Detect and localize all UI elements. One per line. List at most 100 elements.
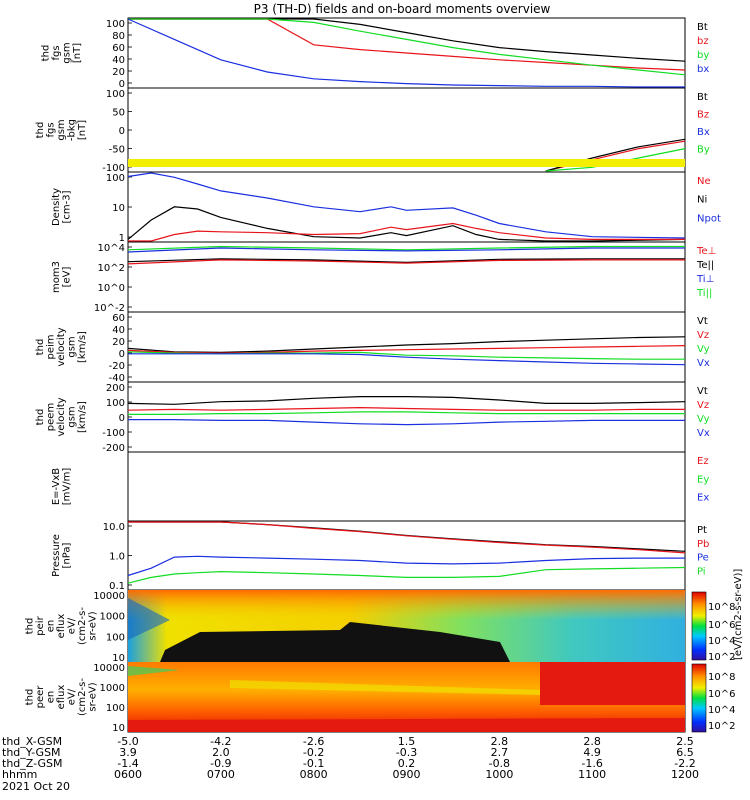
xtick-label: -0.1 [303, 757, 324, 770]
colorbar-1-scale [691, 591, 707, 661]
series-line [128, 419, 685, 426]
ylabel-line: [mV/m] [61, 468, 72, 506]
ylabel-line: thd [25, 618, 36, 635]
xtick-label: -1.6 [581, 757, 602, 770]
xtick-label: 1200 [671, 768, 699, 781]
legend-label: Ex [697, 493, 709, 504]
legend-label: Pt [697, 525, 707, 536]
legend-label: Ez [697, 456, 709, 467]
ytick-label: 1 [119, 233, 125, 244]
flag-band [128, 159, 685, 167]
xtick-label: 0.2 [398, 757, 416, 770]
xtick-label: 0900 [393, 768, 421, 781]
ytick-label: 10000 [93, 663, 125, 674]
ylabel-line: gsm [61, 42, 72, 63]
ylabel-line: sr-eV) [88, 682, 99, 711]
ytick-label: 50 [112, 108, 125, 119]
ylabel-line: [eV] [61, 267, 72, 288]
legend-label: Ni [697, 195, 707, 206]
legend-label: Vy [697, 414, 710, 425]
ylabel-line: -bkg [67, 119, 78, 141]
xtick-label: -0.8 [489, 757, 510, 770]
ylabel-line: peir [35, 615, 46, 635]
colorbar-2-tick: 10^6 [708, 689, 735, 700]
ylabel-line: [nT] [72, 43, 83, 63]
ylabel-line: eV/ [67, 617, 78, 634]
series-line [128, 353, 686, 366]
ylabel-line: mom3 [51, 261, 62, 293]
ytick-label: -40 [109, 373, 125, 384]
legend-label: Bz [697, 110, 709, 121]
ylabel-line: thd [25, 689, 36, 706]
series-line [128, 521, 686, 552]
peir-spectrogram [128, 590, 685, 662]
ytick-label: 10^-2 [94, 303, 125, 314]
ylabel-line: peem [46, 403, 57, 431]
ytick-label: 100 [106, 703, 125, 714]
axis-row-label: thd_Y-GSM [2, 746, 61, 759]
ytick-label: 40 [112, 55, 125, 66]
ytick-label: 100 [106, 89, 125, 100]
ytick-label: 20 [112, 337, 125, 348]
panel-frame [127, 241, 686, 313]
xtick-label: 1.5 [398, 735, 416, 748]
ytick-label: 10^0 [98, 283, 125, 294]
colorbar-2-tick: 10^8 [708, 672, 735, 683]
xtick-label: 2.0 [212, 746, 230, 759]
ylabel-line: eflux [56, 685, 67, 710]
ytick-label: -100 [102, 428, 125, 439]
ytick-label: 0 [119, 126, 125, 137]
colorbar-2-scale [691, 663, 707, 733]
xtick-label: 1100 [578, 768, 606, 781]
time-axis: thd_X-GSM thd_Y-GSM thd_Z-GSM hhmm 2021 … [2, 735, 70, 793]
ytick-label: 1.0 [109, 552, 125, 563]
legend-label: Vx [697, 358, 710, 369]
ytick-label: 10^4 [98, 243, 125, 254]
colorbar-2: 10^8 10^6 10^4 10^2 [691, 663, 735, 733]
xtick-label: 2.8 [583, 735, 601, 748]
ylabel-line: peer [35, 685, 46, 709]
ylabel-line: sr-eV) [88, 611, 99, 640]
xtick-label: 0700 [207, 768, 235, 781]
legend-label: Ti|| [696, 288, 712, 299]
series-line [128, 222, 685, 242]
series-line [127, 206, 686, 242]
xtick-label: -1.4 [117, 757, 138, 770]
axis-row-label: thd_X-GSM [2, 735, 62, 748]
ytick-label: 60 [112, 43, 125, 54]
legend-label: Ne [697, 176, 711, 187]
xtick-label: -4.2 [210, 735, 231, 748]
xtick-label: -5.0 [117, 735, 138, 748]
xtick-label: 4.9 [583, 746, 601, 759]
xtick-label: 2.8 [491, 735, 509, 748]
panel-frame [127, 520, 686, 591]
panel-frame [127, 381, 686, 453]
legend-label: Ey [697, 474, 709, 485]
peir-spectrogram-dark-band [160, 622, 510, 662]
date-label: 2021 Oct 20 [2, 780, 70, 793]
legend-label: Npot [697, 213, 721, 224]
ylabel-line: E=-VxB [51, 468, 62, 505]
peer-spectrogram [128, 662, 685, 732]
ytick-label: -200 [102, 443, 125, 454]
series-line [127, 336, 686, 354]
series-line [127, 258, 685, 264]
xtick-label: -0.3 [396, 746, 417, 759]
ylabel-line: [cm-3] [61, 190, 72, 223]
series-line [127, 396, 686, 405]
ylabel-line: Density [51, 188, 62, 226]
legend-label: By [697, 145, 710, 156]
legend-label: Te|| [696, 260, 714, 271]
peir-spectrogram-top [128, 590, 685, 620]
ytick-label: -100 [102, 163, 125, 174]
ytick-label: 10.0 [103, 522, 125, 533]
xtick-label: -2.2 [674, 757, 695, 770]
figure-title: P3 (TH-D) fields and on-board moments ov… [254, 2, 551, 16]
ylabel-line: gsm [67, 336, 78, 357]
ylabel-line: eV/ [67, 688, 78, 705]
ylabel-line: peim [46, 334, 57, 359]
legend-label: Vt [697, 386, 708, 397]
ytick-label: -20 [109, 361, 125, 372]
xtick-label: 0800 [300, 768, 328, 781]
